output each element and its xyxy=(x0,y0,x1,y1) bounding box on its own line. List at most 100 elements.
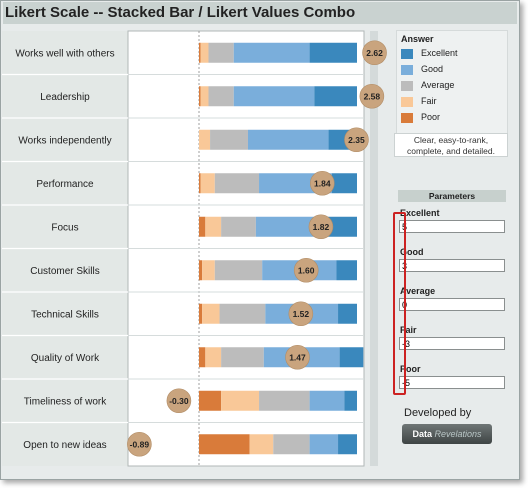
developed-by-text: Developed by xyxy=(404,407,472,419)
bar-segment-fair xyxy=(205,216,222,237)
bar-segment-poor xyxy=(199,260,203,281)
likert-value-marker xyxy=(285,344,310,370)
bar-segment-excellent xyxy=(338,434,357,455)
category-label: Works independently xyxy=(18,135,111,146)
bar-segment-good xyxy=(233,86,315,107)
legend-title: Answer xyxy=(401,34,434,44)
scroll-strip xyxy=(370,31,378,466)
legend-swatch xyxy=(401,80,413,91)
category-label: Open to new ideas xyxy=(23,440,106,451)
likert-value-label: 1.82 xyxy=(313,222,330,232)
bar-segment-fair xyxy=(199,129,211,150)
bar-segment-fair xyxy=(221,390,260,411)
param-average-input[interactable] xyxy=(399,298,505,311)
legend-label: Fair xyxy=(421,96,437,106)
bar-segment-excellent xyxy=(338,303,357,324)
bar-segment-fair xyxy=(200,173,215,194)
bar-segment-average xyxy=(259,390,310,411)
bar-segment-good xyxy=(309,434,339,455)
likert-value-label: 1.52 xyxy=(293,309,310,319)
likert-value-marker xyxy=(293,257,319,283)
bar-segment-average xyxy=(214,260,263,281)
param-excellent-input[interactable] xyxy=(399,220,505,233)
category-label: Technical Skills xyxy=(31,309,99,320)
legend: Answer Excellent Good Average Fair Poor xyxy=(396,30,508,152)
likert-value-marker xyxy=(362,40,387,66)
likert-value-marker xyxy=(308,214,334,240)
bar-segment-average xyxy=(273,434,310,455)
logo-part-data: Data xyxy=(412,429,432,439)
legend-swatch xyxy=(401,112,413,123)
legend-label: Good xyxy=(421,64,444,74)
legend-item-average[interactable]: Average xyxy=(401,79,454,91)
likert-value-marker xyxy=(359,83,385,109)
bar-segment-fair xyxy=(202,303,220,324)
likert-value-label: 2.62 xyxy=(366,48,383,58)
parameters-header: Parameters xyxy=(398,190,506,202)
likert-value-label: -0.89 xyxy=(130,439,150,449)
likert-value-marker xyxy=(288,301,314,327)
bar-segment-poor xyxy=(199,390,222,411)
legend-label: Average xyxy=(421,80,455,90)
param-average-label: Average xyxy=(400,286,436,296)
bar-segment-excellent xyxy=(336,260,357,281)
bar-segment-average xyxy=(208,42,234,63)
category-label: Timeliness of work xyxy=(24,396,107,407)
likert-value-label: 1.47 xyxy=(289,352,306,362)
category-label: Works well with others xyxy=(15,48,114,59)
bar-segment-poor xyxy=(199,86,201,107)
legend-item-excellent[interactable]: Excellent xyxy=(401,47,458,59)
bar-segment-excellent xyxy=(339,347,364,368)
param-poor-label: Poor xyxy=(400,364,421,374)
legend-label: Excellent xyxy=(421,48,458,58)
param-fair-input[interactable] xyxy=(399,337,505,350)
likert-value-label: 2.58 xyxy=(364,91,381,101)
bar-segment-poor xyxy=(199,303,203,324)
data-revelations-logo[interactable]: Data Revelations xyxy=(402,424,492,444)
legend-swatch xyxy=(401,96,413,107)
likert-value-label: 1.84 xyxy=(314,178,331,188)
bar-segment-excellent xyxy=(314,86,357,107)
legend-swatch xyxy=(401,64,413,75)
likert-value-label: 2.35 xyxy=(348,135,365,145)
legend-label: Poor xyxy=(421,112,441,122)
category-label: Quality of Work xyxy=(31,353,100,364)
category-label: Customer Skills xyxy=(30,266,99,277)
likert-value-marker xyxy=(309,170,335,196)
bar-segment-fair xyxy=(205,347,222,368)
legend-item-good[interactable]: Good xyxy=(401,63,443,75)
param-good-label: Good xyxy=(400,247,424,257)
bar-segment-fair xyxy=(249,434,274,455)
bar-segment-poor xyxy=(199,216,206,237)
bar-segment-poor xyxy=(199,347,206,368)
param-fair-label: Fair xyxy=(400,325,417,335)
param-poor-input[interactable] xyxy=(399,376,505,389)
likert-value-label: 1.60 xyxy=(298,265,315,275)
likert-value-marker xyxy=(344,127,369,153)
parameters-highlight-box xyxy=(393,212,406,395)
legend-item-poor[interactable]: Poor xyxy=(401,111,440,123)
bar-segment-average xyxy=(221,347,264,368)
dashboard-title: Likert Scale -- Stacked Bar / Likert Val… xyxy=(3,2,517,24)
bar-segment-good xyxy=(233,42,310,63)
legend-item-fair[interactable]: Fair xyxy=(401,95,437,107)
bar-segment-poor xyxy=(199,173,201,194)
bar-segment-average xyxy=(221,216,256,237)
category-label: Leadership xyxy=(40,92,90,103)
bar-segment-poor xyxy=(199,42,201,63)
bar-segment-fair xyxy=(202,260,215,281)
bar-segment-excellent xyxy=(331,173,357,194)
param-excellent-label: Excellent xyxy=(400,208,440,218)
param-good-input[interactable] xyxy=(399,259,505,272)
bar-segment-average xyxy=(210,129,248,150)
bar-segment-poor xyxy=(199,434,250,455)
likert-value-marker xyxy=(127,431,152,457)
category-label: Focus xyxy=(51,222,78,233)
bar-segment-good xyxy=(247,129,329,150)
bar-segment-fair xyxy=(200,42,209,63)
bar-segment-good xyxy=(255,216,326,237)
bar-segment-average xyxy=(219,303,266,324)
likert-value-label: -0.30 xyxy=(169,396,189,406)
legend-swatch xyxy=(401,48,413,59)
